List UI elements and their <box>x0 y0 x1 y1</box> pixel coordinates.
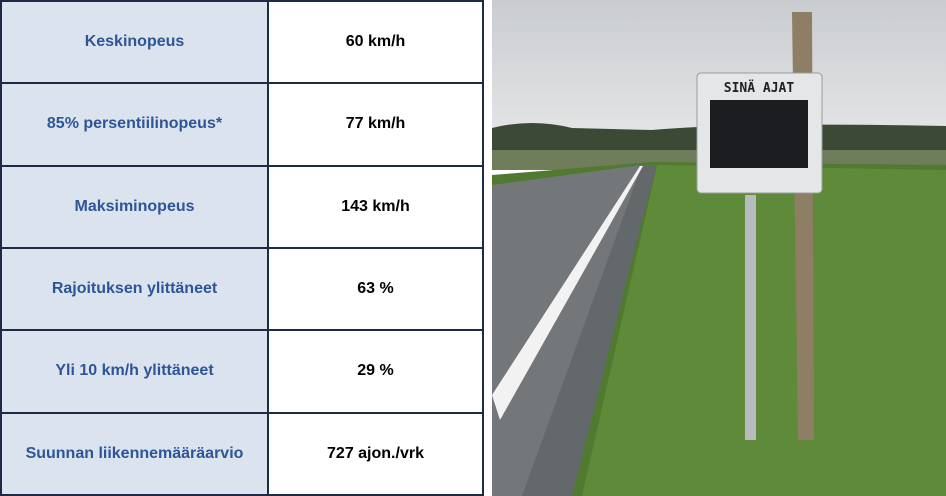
sign-text: SINÄ AJAT <box>724 80 795 96</box>
label-cell: Keskinopeus <box>0 0 269 85</box>
photo: SINÄ AJAT <box>492 0 946 496</box>
value-cell: 143 km/h <box>267 164 484 249</box>
table-row: Rajoituksen ylittäneet 63 % <box>0 246 484 332</box>
label-cell: 85% persentiilinopeus* <box>0 82 269 167</box>
value-cell: 29 % <box>267 329 484 414</box>
table-row: Keskinopeus 60 km/h <box>0 0 484 85</box>
table-row: Yli 10 km/h ylittäneet 29 % <box>0 329 484 414</box>
table-row: Maksiminopeus 143 km/h <box>0 164 484 249</box>
stats-table: Keskinopeus 60 km/h 85% persentiilinopeus*… <box>0 0 484 496</box>
table-row: Suunnan liikennemääräarvio 727 ajon./vrk <box>0 411 484 496</box>
value-cell: 60 km/h <box>267 0 484 85</box>
label-cell: Maksiminopeus <box>0 164 269 249</box>
value-cell: 63 % <box>267 246 484 332</box>
label-cell: Rajoituksen ylittäneet <box>0 246 269 332</box>
label-cell: Suunnan liikennemääräarvio <box>0 411 269 496</box>
value-cell: 727 ajon./vrk <box>267 411 484 496</box>
value-cell: 77 km/h <box>267 82 484 167</box>
table-row: 85% persentiilinopeus* 77 km/h <box>0 82 484 167</box>
label-cell: Yli 10 km/h ylittäneet <box>0 329 269 414</box>
